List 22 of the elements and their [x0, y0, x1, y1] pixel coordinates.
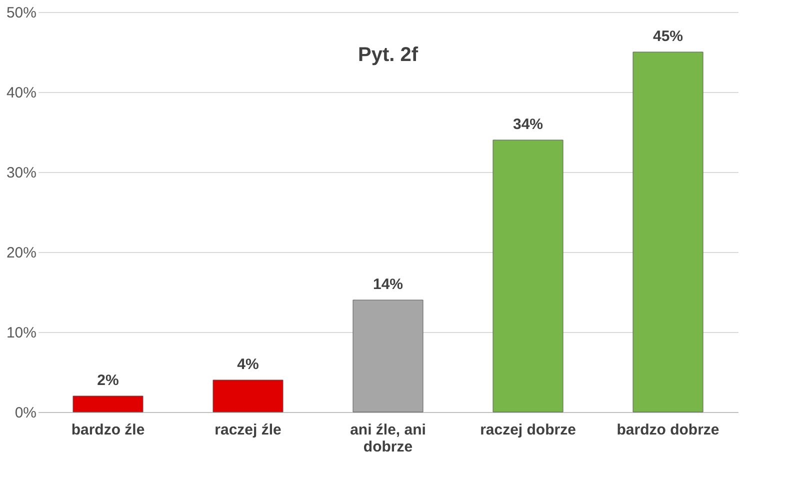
bar — [632, 52, 704, 412]
bar — [212, 380, 284, 412]
data-label: 4% — [237, 356, 259, 373]
y-tick-label: 10% — [6, 324, 36, 342]
bar — [72, 396, 144, 412]
x-tick-label: raczej dobrze — [480, 422, 576, 438]
y-tick-label: 20% — [6, 244, 36, 262]
data-label: 2% — [97, 372, 119, 389]
y-tick-label: 40% — [6, 84, 36, 102]
x-tick-label: raczej źle — [214, 422, 282, 438]
y-tick-label: 0% — [14, 404, 36, 422]
data-label: 14% — [372, 276, 404, 293]
x-tick-label: ani źle, ani dobrze — [350, 422, 426, 456]
x-tick-label: bardzo źle — [71, 422, 145, 438]
y-tick-label: 50% — [6, 4, 36, 22]
data-label: 45% — [652, 28, 684, 45]
bar — [492, 140, 564, 412]
x-tick-label: bardzo dobrze — [616, 422, 720, 438]
bar — [352, 300, 424, 412]
y-tick-label: 30% — [6, 164, 36, 182]
text: Pyt. 2f — [358, 44, 418, 66]
data-label: 34% — [512, 116, 544, 133]
